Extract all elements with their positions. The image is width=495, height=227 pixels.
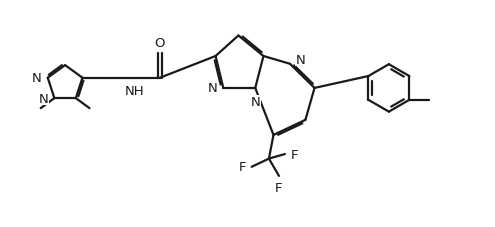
Text: N: N (296, 53, 305, 67)
Text: F: F (275, 182, 283, 195)
Text: NH: NH (125, 84, 145, 97)
Text: N: N (39, 92, 49, 105)
Text: F: F (239, 160, 246, 174)
Text: N: N (250, 96, 260, 109)
Text: N: N (208, 82, 217, 95)
Text: N: N (32, 72, 42, 85)
Text: O: O (155, 37, 165, 50)
Text: F: F (291, 148, 298, 161)
